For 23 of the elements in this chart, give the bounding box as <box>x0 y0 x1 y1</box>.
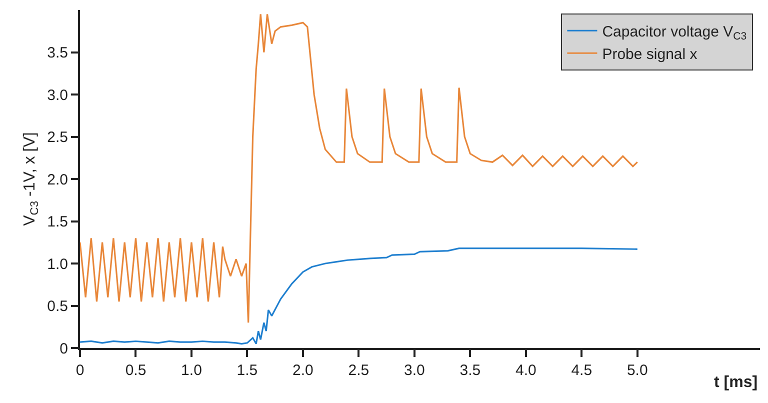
legend-label: Capacitor voltage V$_{C3}$ <box>602 23 747 43</box>
x-tick-label: 4.0 <box>515 362 536 379</box>
x-tick-label: 3.0 <box>404 362 425 379</box>
x-tick-label: 0.5 <box>125 362 146 379</box>
y-tick-label: 2.0 <box>47 171 68 188</box>
y-tick-label: 1.0 <box>47 256 68 273</box>
x-tick-label: 2.0 <box>292 362 314 379</box>
x-tick-label: 5.0 <box>626 362 648 379</box>
y-tick-label: 2.5 <box>47 129 68 146</box>
x-tick-label: 1.5 <box>236 362 258 379</box>
y-tick-label: 0.5 <box>47 298 68 315</box>
y-tick-label: 1.5 <box>47 214 68 230</box>
x-axis-title: t [ms] <box>714 374 758 391</box>
x-tick-label: 1.0 <box>181 362 202 379</box>
x-tick-label: 0 <box>76 362 84 379</box>
legend-label: Probe signal x <box>602 46 698 63</box>
x-tick-label: 2.5 <box>348 362 370 379</box>
y-tick-label: 3.5 <box>47 44 68 62</box>
x-tick-label: 3.5 <box>460 362 481 379</box>
y-tick-label: 3.0 <box>47 86 68 104</box>
y-tick-label: 0 <box>60 340 68 358</box>
x-tick-label: 4.5 <box>571 362 592 379</box>
line-series <box>80 247 638 345</box>
